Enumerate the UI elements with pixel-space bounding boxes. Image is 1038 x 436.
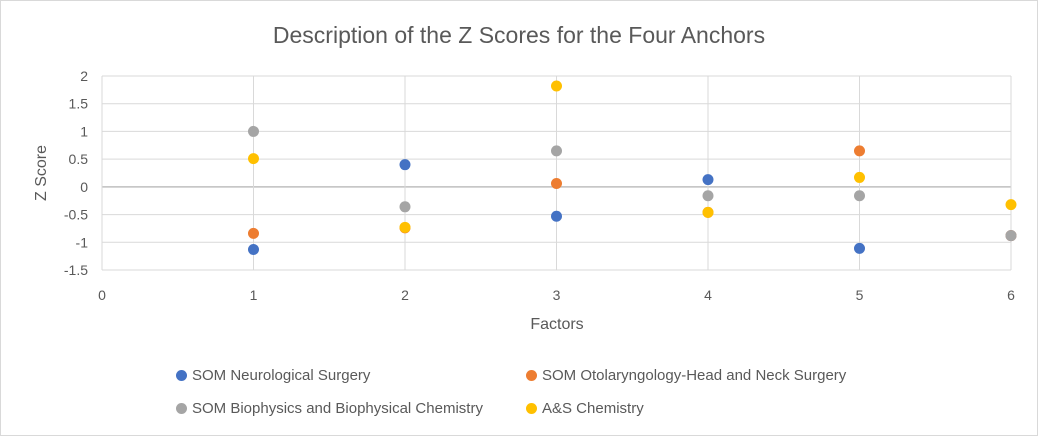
y-axis-label: Z Score	[33, 145, 50, 201]
y-tick-label: 2	[80, 68, 88, 84]
y-tick-label: -1.5	[64, 262, 88, 278]
x-tick-label: 2	[401, 287, 409, 303]
data-point-series-3	[248, 153, 259, 165]
data-point-series-1	[248, 227, 259, 239]
data-point-series-2	[1005, 230, 1017, 242]
y-tick-label: 1.5	[69, 96, 89, 112]
data-point-series-0	[854, 242, 865, 254]
grid-layer	[101, 75, 1012, 271]
data-point-series-2	[702, 190, 714, 202]
y-tick-label: 0.5	[69, 151, 89, 167]
x-tick-label: 1	[250, 287, 258, 303]
data-point-series-0	[399, 159, 411, 171]
chart-title: Description of the Z Scores for the Four…	[273, 22, 765, 48]
y-tick-label: 1	[80, 123, 88, 139]
data-point-series-2	[248, 125, 259, 137]
axis-layer: -1.5 -1 -0.5 0 0.5 1 1.5 2 0 1 2 3 4 5 6	[64, 68, 1015, 303]
data-point-series-3	[399, 221, 411, 233]
x-axis-label: Factors	[530, 316, 583, 333]
x-tick-label: 5	[856, 287, 864, 303]
data-point-series-1	[854, 145, 865, 157]
y-tick-label: -1	[76, 234, 89, 250]
data-point-series-2	[551, 145, 562, 157]
x-tick-label: 3	[553, 287, 561, 303]
data-point-series-0	[551, 210, 562, 222]
data-point-series-1	[551, 178, 562, 190]
data-point-series-3	[854, 171, 865, 183]
points-layer	[248, 80, 1017, 255]
data-point-series-3	[1005, 199, 1017, 211]
data-point-series-2	[399, 201, 411, 213]
data-point-series-3	[702, 206, 714, 218]
x-tick-label: 0	[98, 287, 106, 303]
y-tick-label: -0.5	[64, 207, 88, 223]
data-point-series-3	[551, 80, 562, 92]
data-point-series-2	[854, 190, 865, 202]
data-point-series-0	[702, 174, 714, 186]
x-tick-label: 6	[1007, 287, 1015, 303]
x-tick-label: 4	[704, 287, 712, 303]
y-tick-label: 0	[80, 179, 88, 195]
data-point-series-0	[248, 243, 259, 255]
